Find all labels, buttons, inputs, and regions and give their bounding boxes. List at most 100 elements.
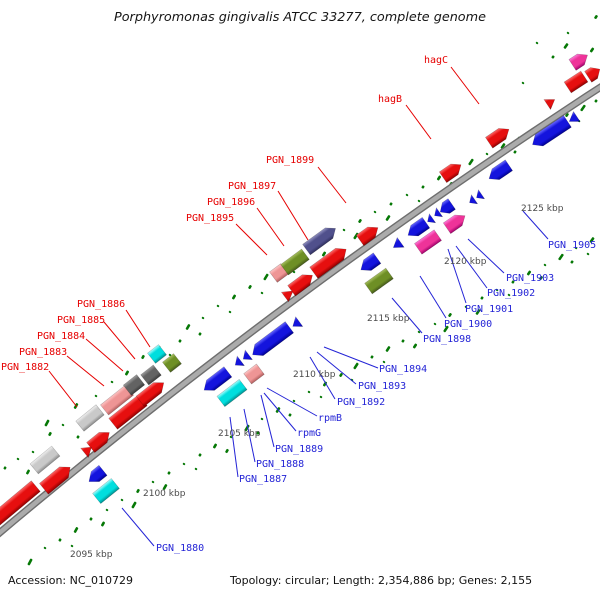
leader-line: [323, 346, 379, 369]
gc-content-dot: [495, 288, 499, 292]
gc-content-dot: [521, 81, 525, 85]
gc-content-dot: [589, 47, 595, 53]
gc-content-dot: [539, 276, 543, 280]
gene-label: PGN_1905: [548, 240, 596, 251]
gene-arrow-reverse: [88, 464, 108, 482]
gc-content-dot: [120, 498, 124, 502]
gc-content-dot: [321, 251, 327, 257]
leader-line: [277, 190, 309, 241]
gene-label: PGN_1880: [156, 543, 204, 554]
leader-line-layer: [48, 66, 549, 547]
gene-label: PGN_1903: [506, 273, 554, 284]
gc-content-dot: [198, 453, 202, 457]
gc-content-dot: [417, 330, 421, 334]
gene-arrow-reverse: [439, 198, 456, 214]
gene-arrow-reverse: [568, 110, 581, 122]
gene-arrow-forward: [0, 480, 41, 532]
gc-content-dot: [353, 362, 359, 370]
gc-content-dot: [89, 517, 93, 521]
tick-label: 2105 kbp: [218, 429, 261, 439]
gc-content-dot: [307, 390, 311, 394]
gc-content-dot: [382, 360, 386, 364]
gc-content-dot: [256, 431, 260, 435]
gene-arrow-forward: [280, 248, 310, 276]
gc-content-dot: [421, 185, 425, 189]
gene-arrow-forward: [568, 53, 588, 71]
gc-content-dot: [589, 237, 595, 243]
gene-label: PGN_1887: [239, 474, 287, 485]
gc-content-dot: [292, 270, 296, 274]
gc-content-dot: [248, 284, 252, 290]
gene-arrow-forward: [438, 163, 462, 183]
gene-arrow-reverse: [434, 207, 444, 218]
gc-content-dot: [167, 471, 171, 475]
gene-arrow-reverse: [234, 355, 245, 366]
leader-line: [317, 166, 347, 204]
gc-content-dot: [194, 467, 198, 471]
gene-arrow-forward: [122, 374, 146, 396]
gene-label: PGN_1893: [358, 381, 406, 392]
gc-content-dot: [228, 310, 232, 314]
gene-arrow-forward: [309, 248, 347, 279]
tick-label-layer: 2125 kbp 2120 kbp 2115 kbp 2110 kbp 2105 kbp…: [70, 204, 564, 560]
gene-arrow-reverse: [203, 366, 233, 391]
gene-label: rpmB: [318, 413, 342, 424]
tick-label: 2125 kbp: [521, 204, 564, 214]
gc-content-dot: [201, 316, 205, 320]
leader-line: [450, 66, 480, 105]
gc-content-dot: [448, 312, 452, 318]
gene-label: PGN_1898: [423, 334, 471, 345]
gene-arrow-forward: [162, 353, 182, 373]
gc-content-dot: [353, 232, 359, 240]
gc-content-dot: [412, 343, 418, 349]
gc-content-dot: [401, 339, 405, 343]
gene-arrow-reverse: [392, 236, 405, 248]
gc-content-dot: [580, 104, 586, 112]
gc-content-dot: [105, 508, 109, 512]
gene-arrow-forward: [147, 344, 167, 364]
leader-line: [309, 356, 336, 400]
genome-summary-text: Topology: circular; Length: 2,354,886 bp…: [230, 574, 533, 587]
gc-content-dot: [16, 457, 20, 461]
gc-content-dot: [319, 395, 323, 399]
leader-line: [66, 355, 105, 387]
gene-arrow-reverse: [427, 213, 437, 224]
gc-content-dot: [110, 380, 114, 384]
gc-content-dot: [162, 484, 168, 490]
leader-line: [391, 297, 423, 334]
gc-content-dot: [263, 273, 269, 281]
leader-line: [235, 223, 268, 256]
gc-content-dot: [58, 538, 62, 542]
gc-content-dot: [543, 263, 547, 267]
gene-label: PGN_1896: [207, 197, 255, 208]
gene-layer: [0, 53, 600, 532]
gc-content-dot: [44, 419, 50, 427]
gc-content-dot: [535, 41, 539, 45]
gc-content-dot: [468, 158, 474, 166]
gene-arrow-forward: [39, 466, 71, 495]
gc-content-dot: [370, 355, 374, 359]
gc-content-dot: [168, 353, 172, 357]
genome-map: Porphyromonas gingivalis ATCC 33277, com…: [0, 10, 600, 566]
gene-arrow-forward: [287, 274, 313, 297]
gc-content-dot: [216, 304, 220, 308]
gc-content-dot: [565, 113, 569, 117]
gc-content-dot: [70, 544, 74, 548]
gc-content-dot: [558, 253, 564, 261]
gc-content-dot: [198, 332, 202, 336]
leader-line: [263, 392, 297, 432]
gene-arrow-reverse: [292, 316, 304, 327]
gene-label: PGN_1883: [19, 347, 67, 358]
gc-content-dot: [244, 424, 250, 432]
gc-content-dot: [563, 43, 569, 49]
gc-content-dot: [373, 210, 377, 214]
gc-content-dot: [48, 431, 52, 437]
leader-line: [467, 238, 505, 274]
gc-content-dot: [260, 291, 264, 295]
leader-line: [405, 104, 432, 140]
leader-line: [522, 210, 549, 240]
gene-label: rpmG: [297, 428, 321, 439]
gene-arrow-forward: [302, 227, 336, 256]
gene-arrow-forward: [243, 363, 265, 385]
gene-arrow-forward: [216, 378, 248, 408]
